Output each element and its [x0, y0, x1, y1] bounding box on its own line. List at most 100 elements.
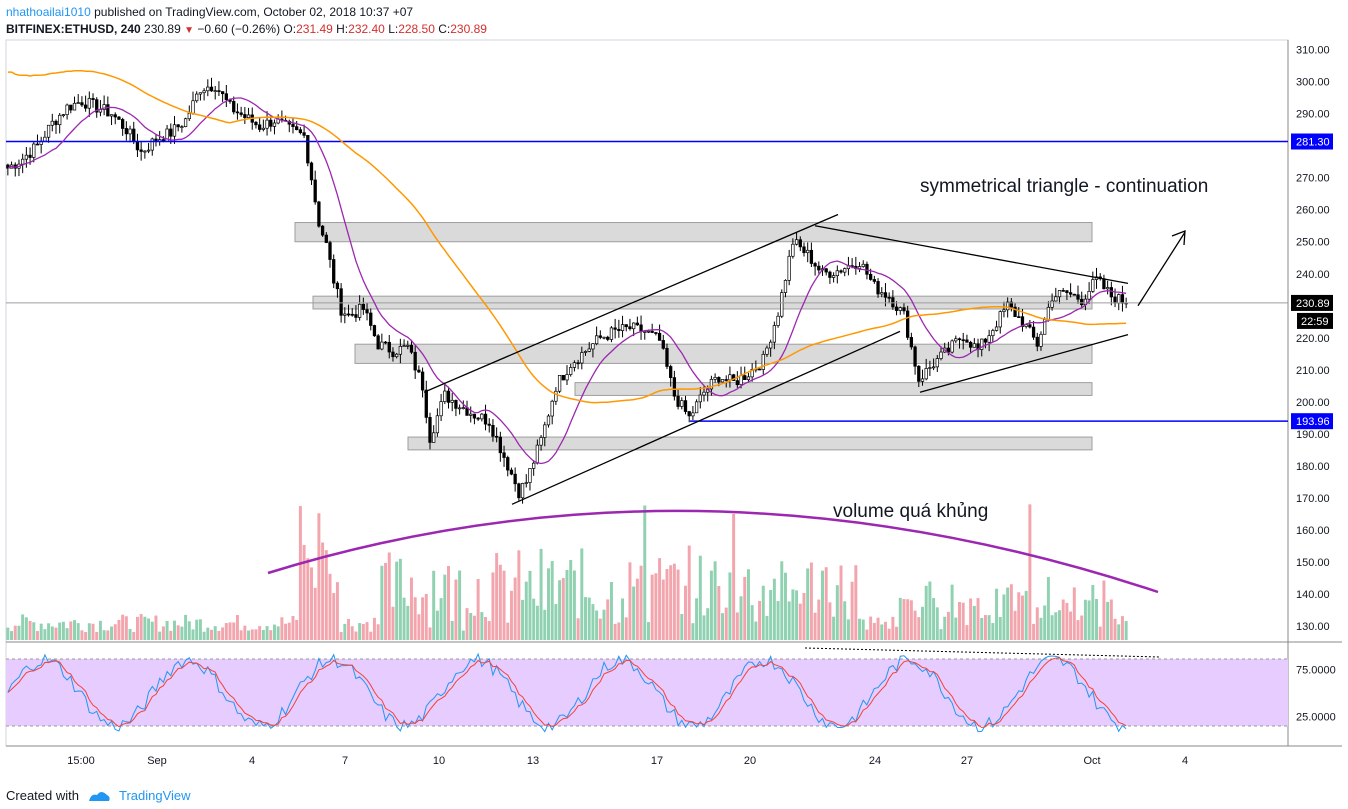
- candle: [195, 93, 199, 102]
- candle: [1109, 287, 1113, 298]
- close-label: C:: [438, 22, 451, 36]
- candle: [54, 120, 58, 126]
- candle: [106, 104, 110, 117]
- candle: [761, 353, 765, 370]
- volume-bar: [54, 627, 58, 640]
- candle: [406, 345, 410, 347]
- volume-bar: [965, 625, 969, 640]
- candle: [794, 239, 799, 245]
- candle: [1020, 316, 1025, 327]
- author-link[interactable]: nhathoailai1010: [6, 5, 91, 19]
- candle: [191, 100, 195, 114]
- volume-bar: [139, 614, 143, 640]
- volume-bar: [846, 619, 850, 640]
- volume-bar: [376, 624, 380, 640]
- volume-bar: [565, 569, 569, 640]
- volume-bar: [891, 616, 895, 640]
- volume-bar: [350, 626, 354, 640]
- sr-zone: [294, 222, 1093, 243]
- volume-bar: [869, 616, 873, 640]
- candle: [457, 407, 462, 410]
- volume-bar: [221, 627, 225, 640]
- trend-line[interactable]: [919, 333, 1129, 393]
- volume-bar: [143, 616, 147, 640]
- volume-bar: [454, 579, 458, 640]
- candle: [720, 379, 725, 383]
- candle: [213, 90, 217, 92]
- volume-bar: [73, 620, 76, 640]
- candle: [868, 273, 873, 280]
- volume-bar: [746, 569, 750, 640]
- volume-bar: [247, 630, 251, 640]
- candle: [80, 102, 84, 106]
- candle: [380, 341, 384, 350]
- volume-bar: [1024, 590, 1028, 640]
- volume-bar: [554, 604, 558, 640]
- volume-bar: [769, 590, 773, 640]
- breakout-arrow[interactable]: [1137, 231, 1186, 307]
- volume-bar: [158, 631, 162, 640]
- volume-bar: [206, 627, 210, 640]
- volume-bar: [887, 628, 891, 640]
- volume-bar: [865, 629, 869, 640]
- x-tick-label: 20: [744, 755, 756, 767]
- candle: [117, 116, 121, 120]
- candle: [1035, 336, 1039, 347]
- volume-bar: [921, 606, 924, 640]
- candle: [965, 339, 969, 343]
- trend-line[interactable]: [511, 330, 901, 505]
- candle: [857, 266, 862, 269]
- rsi-tick-label: 25.0000: [1296, 712, 1336, 724]
- candle: [980, 338, 984, 350]
- volume-bar: [1039, 617, 1043, 640]
- candle: [587, 348, 591, 352]
- candle: [809, 249, 814, 264]
- candle: [632, 322, 636, 330]
- footer-brand-link[interactable]: TradingView: [118, 788, 191, 803]
- volume-bar: [1046, 577, 1050, 640]
- price-change: −0.60 (−0.26%): [197, 22, 281, 36]
- volume-bar: [539, 548, 543, 640]
- volume-bar: [646, 622, 650, 640]
- volume-bar: [584, 597, 587, 640]
- volume-bar: [1035, 607, 1039, 640]
- candle: [1050, 300, 1054, 308]
- candle: [383, 341, 388, 344]
- candle: [220, 91, 225, 95]
- sr-zone: [407, 436, 1093, 451]
- volume-bar: [1117, 624, 1121, 640]
- trend-line[interactable]: [814, 225, 1129, 285]
- candle: [1120, 294, 1125, 304]
- volume-bar: [1028, 504, 1032, 640]
- candle: [865, 263, 869, 275]
- volume-bar: [265, 626, 269, 640]
- volume-bar: [1069, 611, 1073, 640]
- candle: [206, 86, 210, 92]
- volume-bar: [291, 615, 295, 640]
- volume-bar: [428, 627, 432, 640]
- candle: [424, 389, 428, 418]
- candle: [239, 112, 243, 115]
- candle: [1117, 294, 1121, 304]
- candle: [887, 296, 891, 299]
- candle: [235, 111, 240, 114]
- candle: [369, 312, 373, 326]
- volume-bar: [124, 616, 128, 640]
- stoch-rsi-band: [6, 659, 1288, 726]
- trend-line[interactable]: [423, 213, 839, 393]
- volume-bar: [713, 561, 717, 640]
- volume-bar: [909, 600, 913, 640]
- candle: [498, 436, 502, 454]
- volume-bar: [95, 631, 99, 640]
- candle: [446, 390, 451, 403]
- y-tick-label: 190.00: [1296, 429, 1330, 441]
- candle: [813, 263, 817, 267]
- candle: [935, 358, 939, 368]
- volume-bar: [946, 611, 950, 640]
- volume-bar: [980, 617, 984, 640]
- candle: [913, 346, 917, 367]
- volume-bar: [895, 626, 899, 640]
- candle: [291, 123, 295, 127]
- volume-bar: [161, 626, 165, 640]
